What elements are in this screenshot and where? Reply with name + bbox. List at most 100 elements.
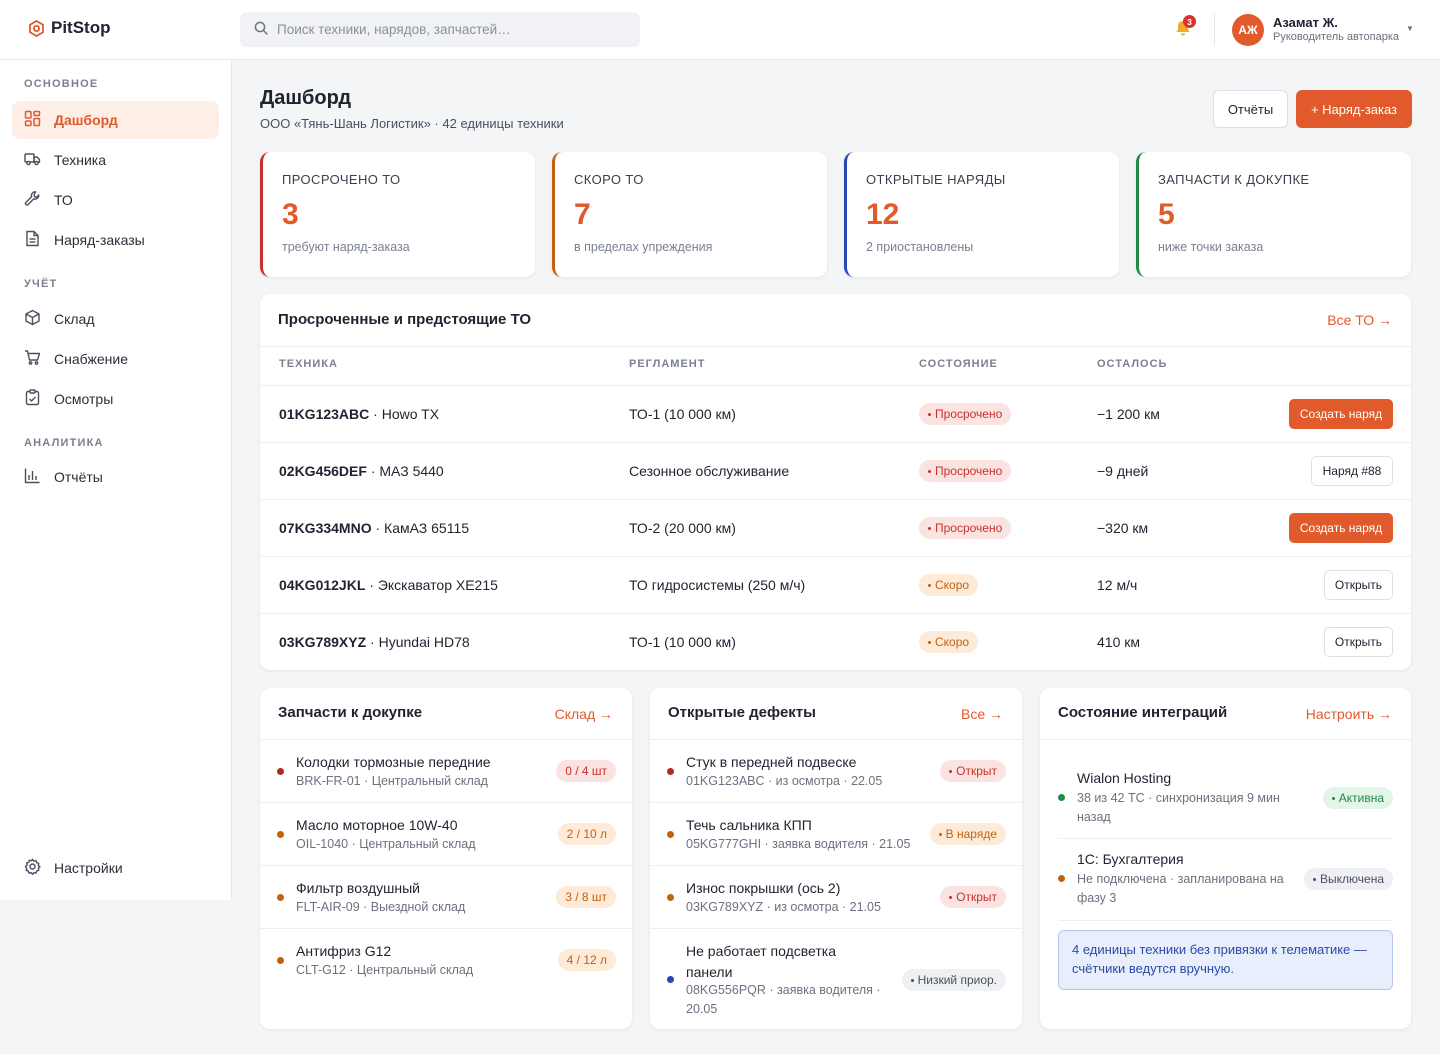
logo-icon xyxy=(28,19,45,37)
divider xyxy=(1040,739,1411,740)
avatar[interactable]: АЖ xyxy=(1232,14,1264,46)
status-dot xyxy=(277,894,284,901)
sidebar-item-work-orders[interactable]: Наряд-заказы xyxy=(12,221,219,259)
search-input[interactable]: Поиск техники, нарядов, запчастей… xyxy=(240,12,640,47)
schedule-cell: ТО гидросистемы (250 м/ч) xyxy=(629,577,806,593)
status-label: Активна xyxy=(1338,791,1384,805)
schedule-cell: ТО-2 (20 000 км) xyxy=(629,520,736,536)
kpi-overdue[interactable]: ПРОСРОЧЕНО ТО 3 требуют наряд-заказа xyxy=(260,152,535,277)
card-title: Просроченные и предстоящие ТО xyxy=(278,311,532,328)
status-dot xyxy=(1058,794,1065,801)
list-item[interactable]: Стук в передней подвеске 01KG123ABC · из… xyxy=(650,739,1022,802)
plate-number: 04KG012JKL xyxy=(279,577,366,593)
table-row[interactable]: 01KG123ABC · Howo TX ТО-1 (10 000 км) Пр… xyxy=(260,385,1411,442)
vehicle-cell: 02KG456DEF · МАЗ 5440 xyxy=(279,463,444,479)
gear-icon xyxy=(24,858,41,878)
kpi-label: ОТКРЫТЫЕ НАРЯДЫ xyxy=(866,172,1006,187)
sidebar-item-maintenance[interactable]: ТО xyxy=(12,181,219,219)
defect-name: Течь сальника КПП xyxy=(686,817,812,833)
status-dot xyxy=(1331,796,1335,800)
clipboard-icon xyxy=(24,389,41,409)
status-dot xyxy=(928,526,931,530)
kpi-upcoming[interactable]: СКОРО ТО 7 в пределах упреждения xyxy=(552,152,827,277)
wrench-icon xyxy=(24,190,41,210)
all-defects-link[interactable]: Все → xyxy=(960,706,1003,722)
open-button[interactable]: Открыть xyxy=(1324,627,1393,657)
sidebar-item-label: Дашборд xyxy=(54,112,118,128)
column-header: ОСТАЛОСЬ xyxy=(1097,358,1168,370)
kpi-note: требуют наряд-заказа xyxy=(282,240,410,254)
table-row[interactable]: 07KG334MNO · КамАЗ 65115 ТО-2 (20 000 км… xyxy=(260,499,1411,556)
status-badge: Выключена xyxy=(1304,868,1393,890)
reports-button[interactable]: Отчёты xyxy=(1213,90,1288,128)
sidebar-section-analytics: АНАЛИТИКА xyxy=(24,437,104,449)
sidebar: ОСНОВНОЕ Дашборд Техника ТО Наряд-заказы… xyxy=(0,60,232,900)
quantity-badge: 2 / 10 л xyxy=(557,823,616,845)
create-order-button[interactable]: Создать наряд xyxy=(1289,399,1393,429)
vehicle-cell: 04KG012JKL · Экскаватор XE215 xyxy=(279,577,498,593)
chevron-down-icon[interactable]: ▼ xyxy=(1406,24,1414,33)
status-badge: Низкий приор. xyxy=(901,969,1006,991)
status-dot xyxy=(910,978,914,982)
status-dot xyxy=(949,895,953,899)
all-maintenance-link[interactable]: Все ТО → xyxy=(1327,312,1392,328)
page-title: Дашборд xyxy=(260,87,352,109)
status-dot xyxy=(928,583,931,587)
list-item[interactable]: Течь сальника КПП 05KG777GHI · заявка во… xyxy=(650,802,1022,865)
notification-count-badge: 3 xyxy=(1183,15,1196,28)
new-work-order-button[interactable]: + Наряд-заказ xyxy=(1296,90,1412,128)
sidebar-section-accounting: УЧЁТ xyxy=(24,278,58,290)
status-dot xyxy=(1058,875,1065,882)
list-item[interactable]: Масло моторное 10W-40 OIL-1040 · Централ… xyxy=(260,802,632,865)
schedule-cell: Сезонное обслуживание xyxy=(629,463,790,479)
list-item[interactable]: Не работает подсветка панели 08KG556PQR … xyxy=(650,928,1022,1029)
bar-chart-icon xyxy=(24,467,41,487)
work-order-link-button[interactable]: Наряд #88 xyxy=(1311,456,1393,486)
status-badge: Скоро xyxy=(919,574,979,596)
table-row[interactable]: 04KG012JKL · Экскаватор XE215 ТО гидроси… xyxy=(260,556,1411,613)
integration-item[interactable]: Wialon Hosting 38 из 42 ТС · синхронизац… xyxy=(1058,758,1393,838)
user-name[interactable]: Азамат Ж. xyxy=(1273,15,1338,30)
notifications-button[interactable]: 3 xyxy=(1174,15,1196,39)
sidebar-item-settings[interactable]: Настройки xyxy=(12,849,219,887)
status-dot xyxy=(928,412,931,416)
table-row[interactable]: 03KG789XYZ · Hyundai HD78 ТО-1 (10 000 к… xyxy=(260,613,1411,670)
list-item[interactable]: Антифриз G12 CLT-G12 · Центральный склад… xyxy=(260,928,632,991)
part-name: Колодки тормозные передние xyxy=(296,754,491,770)
divider xyxy=(1058,838,1393,839)
column-header: РЕГЛАМЕНТ xyxy=(629,358,706,370)
sidebar-item-dashboard[interactable]: Дашборд xyxy=(12,101,219,139)
divider xyxy=(1058,920,1393,921)
table-row[interactable]: 02KG456DEF · МАЗ 5440 Сезонное обслужива… xyxy=(260,442,1411,499)
sidebar-item-inspections[interactable]: Осмотры xyxy=(12,380,219,418)
status-badge: Активна xyxy=(1322,787,1393,809)
defect-meta: 08KG556PQR · заявка водителя · 20.05 xyxy=(686,983,881,1016)
status-dot xyxy=(667,976,674,983)
create-order-button[interactable]: Создать наряд xyxy=(1289,513,1393,543)
kpi-parts[interactable]: ЗАПЧАСТИ К ДОКУПКЕ 5 ниже точки заказа xyxy=(1136,152,1411,277)
column-header: СОСТОЯНИЕ xyxy=(919,358,998,370)
part-meta: BRK-FR-01 · Центральный склад xyxy=(296,774,488,788)
list-item[interactable]: Износ покрышки (ось 2) 03KG789XYZ · из о… xyxy=(650,865,1022,928)
user-role: Руководитель автопарка xyxy=(1273,31,1400,43)
list-item[interactable]: Колодки тормозные передние BRK-FR-01 · Ц… xyxy=(260,739,632,802)
vehicle-cell: 03KG789XYZ · Hyundai HD78 xyxy=(279,634,470,650)
warehouse-link[interactable]: Склад → xyxy=(554,706,613,722)
sidebar-item-warehouse[interactable]: Склад xyxy=(12,300,219,338)
remaining-cell: −1 200 км xyxy=(1097,406,1160,422)
vehicle-model: · КамАЗ 65115 xyxy=(371,520,470,536)
integration-item[interactable]: 1С: Бухгалтерия Не подключена · запланир… xyxy=(1058,839,1393,919)
sidebar-item-vehicles[interactable]: Техника xyxy=(12,141,219,179)
card-title: Запчасти к докупке xyxy=(278,704,423,721)
configure-link[interactable]: Настроить → xyxy=(1305,706,1392,722)
list-item[interactable]: Фильтр воздушный FLT-AIR-09 · Выездной с… xyxy=(260,865,632,928)
sidebar-item-reports[interactable]: Отчёты xyxy=(12,458,219,496)
sidebar-item-procurement[interactable]: Снабжение xyxy=(12,340,219,378)
part-name: Масло моторное 10W-40 xyxy=(296,817,458,833)
open-button[interactable]: Открыть xyxy=(1324,570,1393,600)
kpi-open-orders[interactable]: ОТКРЫТЫЕ НАРЯДЫ 12 2 приостановлены xyxy=(844,152,1119,277)
defects-card: Открытые дефекты Все → Стук в передней п… xyxy=(650,688,1022,1029)
status-dot xyxy=(928,469,931,473)
integrations-card: Состояние интеграций Настроить → Wialon … xyxy=(1040,688,1411,1029)
logo[interactable]: PitStop xyxy=(28,18,111,38)
